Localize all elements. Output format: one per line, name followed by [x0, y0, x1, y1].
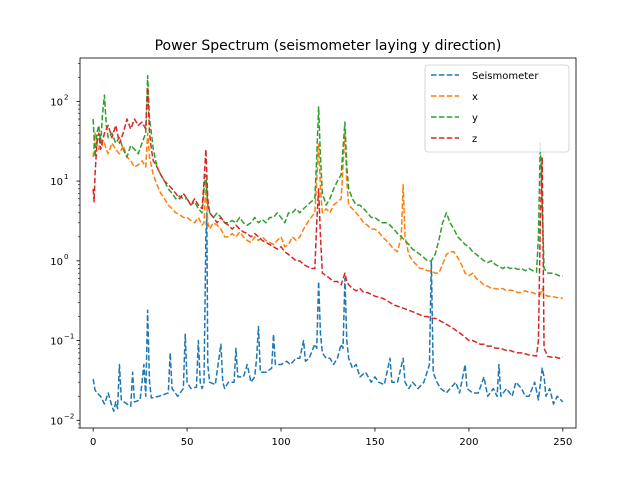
y-tick-base: 10: [50, 257, 63, 268]
x-tick-label: 0: [90, 437, 96, 448]
x-tick-label: 200: [459, 437, 478, 448]
y-tick-exponent: 0: [64, 253, 68, 261]
x-tick-label: 150: [365, 437, 384, 448]
x-tick-label: 250: [553, 437, 572, 448]
y-tick-base: 10: [50, 337, 63, 348]
y-tick-base: 10: [50, 97, 63, 108]
y-tick-label: 10: [50, 337, 63, 348]
y-tick-base: 10: [50, 416, 63, 427]
y-tick-label: 10: [50, 257, 63, 268]
y-tick-exponent: 2: [64, 93, 68, 101]
legend-label-z: z: [472, 134, 477, 145]
legend-label-x: x: [472, 92, 478, 103]
series-line-seismometer: [92, 212, 564, 412]
series-line-z: [92, 86, 564, 359]
x-tick-label: 100: [271, 437, 290, 448]
y-tick-exponent: 1: [64, 173, 68, 181]
y-tick-label: 10: [50, 177, 63, 188]
series-line-y: [92, 74, 563, 277]
legend-label-y: y: [472, 113, 478, 124]
y-tick-exponent: −1: [64, 333, 74, 341]
chart-title: Power Spectrum (seismometer laying y dir…: [155, 38, 502, 54]
legend-box: [424, 64, 570, 153]
plot-frame: [79, 57, 577, 429]
legend-label-seismometer: Seismometer: [472, 71, 539, 82]
legend: Seismometer xyz: [424, 64, 570, 153]
series-line-x: [92, 132, 563, 299]
y-tick-exponent: −2: [64, 412, 74, 420]
x-tick-label: 50: [181, 437, 194, 448]
y-tick-base: 10: [50, 177, 63, 188]
series-layer: [92, 74, 564, 412]
y-tick-label: 10: [50, 416, 63, 427]
x-axis: 0 50 100 150 200 250: [90, 428, 572, 448]
y-tick-label: 10: [50, 97, 63, 108]
